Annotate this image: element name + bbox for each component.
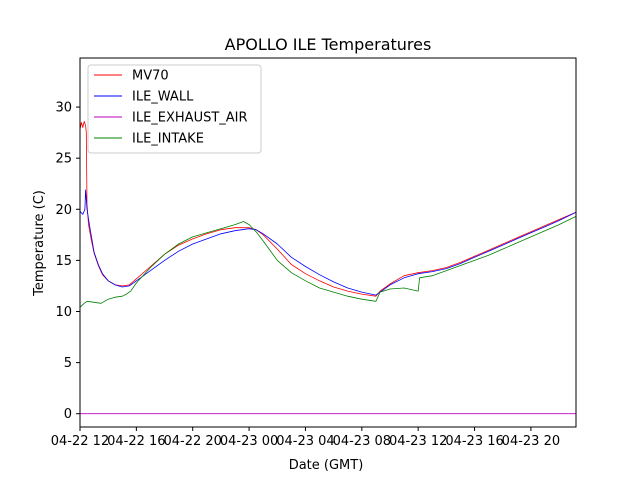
y-tick-label: 20: [55, 203, 72, 218]
y-tick-label: 10: [55, 305, 72, 320]
legend-frame: [87, 64, 262, 154]
x-tick-label: 04-23 12: [389, 434, 447, 449]
y-tick-label: 30: [55, 101, 72, 116]
x-tick-label: 04-23 16: [445, 434, 503, 449]
y-tick-label: 25: [55, 152, 72, 167]
y-tick-label: 15: [55, 254, 72, 269]
x-tick-label: 04-23 00: [220, 434, 278, 449]
y-axis-ticks: 0 5 10 15 20 25 30: [55, 101, 80, 422]
legend-label: ILE_WALL: [132, 90, 194, 105]
legend-label: MV70: [132, 69, 169, 84]
x-tick-label: 04-22 20: [164, 434, 222, 449]
legend-label: ILE_INTAKE: [132, 132, 204, 147]
x-tick-label: 04-23 20: [502, 434, 560, 449]
y-tick-label: 0: [64, 407, 72, 422]
legend-entries: MV70 ILE_WALL ILE_EXHAUST_AIR ILE_INTAKE: [94, 69, 248, 147]
series-line-ile-intake: [79, 216, 577, 308]
x-tick-label: 04-23 04: [276, 434, 334, 449]
legend-label: ILE_EXHAUST_AIR: [132, 111, 248, 126]
series-layer: [79, 121, 577, 415]
legend: MV70 ILE_WALL ILE_EXHAUST_AIR ILE_INTAKE: [87, 64, 262, 154]
x-tick-label: 04-22 16: [107, 434, 165, 449]
x-tick-label: 04-23 08: [333, 434, 391, 449]
y-tick-label: 5: [64, 356, 72, 371]
x-axis-label: Date (GMT): [289, 458, 364, 473]
chart-title: APOLLO ILE Temperatures: [225, 35, 432, 54]
x-tick-label: 04-22 12: [51, 434, 109, 449]
plot-frame: [79, 57, 577, 428]
y-axis-label: Temperature (C): [32, 190, 47, 297]
series-line-ile-wall: [79, 189, 577, 296]
